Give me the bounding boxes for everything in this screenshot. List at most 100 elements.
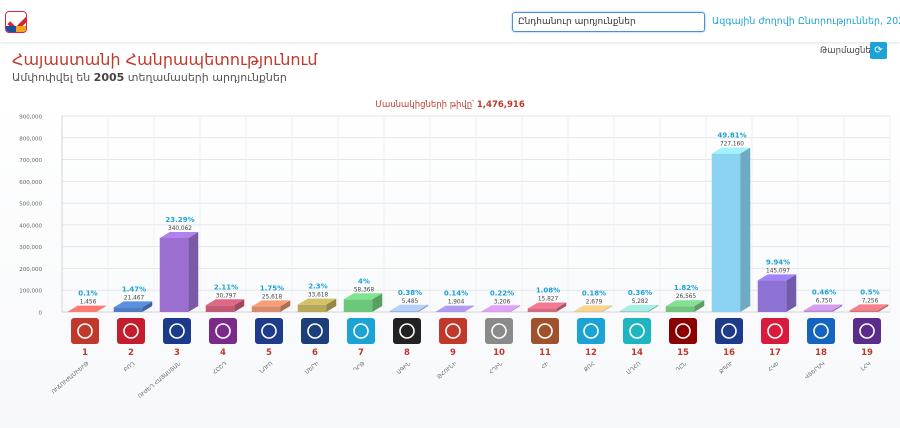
category-label: 8 <box>404 348 410 358</box>
refresh-icon: ⟳ <box>874 45 883 56</box>
percent-label: 1.75% <box>260 284 284 292</box>
bar <box>665 306 695 312</box>
percent-label: 0.18% <box>582 289 606 297</box>
bar-top <box>527 302 567 309</box>
value-label: 3,206 <box>494 299 511 305</box>
value-label: 33,618 <box>308 293 329 299</box>
percent-label: 2.11% <box>214 283 238 291</box>
logo-emblem <box>675 323 691 339</box>
bar-top <box>711 147 751 154</box>
category-label: 5 <box>266 348 272 358</box>
bar-side <box>648 304 659 312</box>
value-label: 1,456 <box>80 300 97 306</box>
party-abbr-label: ՈՒՃՈՒԺԱՄԻԵՒԹ <box>51 361 91 396</box>
bar <box>389 310 419 312</box>
ornament-logo-icon <box>531 318 559 344</box>
logo-emblem <box>261 323 277 339</box>
category-label: 14 <box>631 348 643 358</box>
y-tick-label: 800,000 <box>19 136 42 142</box>
monogram-logo-icon <box>301 318 329 344</box>
percent-label: 0.22% <box>490 289 514 297</box>
bird-logo-icon <box>347 318 375 344</box>
search-input[interactable]: Ընդհանուր արդյունքներ <box>512 12 705 32</box>
party-abbr-label: ԲՈՂ <box>123 360 137 373</box>
category-label: 10 <box>493 348 505 358</box>
bar <box>205 305 235 312</box>
party-abbr-label: ԹՀՈՒՆԻ <box>436 361 458 381</box>
chart-title: Մասնակիցների թիվը՝ 1,476,916 <box>375 99 525 110</box>
circle-stripes-logo-icon <box>485 318 513 344</box>
ribbon-logo-icon <box>715 318 743 344</box>
bar-side <box>234 299 245 312</box>
category-label: 7 <box>358 348 364 358</box>
lion-emblem-icon <box>209 318 237 344</box>
y-tick-label: 0 <box>39 311 43 317</box>
y-tick-label: 600,000 <box>19 180 42 186</box>
category-label: 3 <box>174 348 180 358</box>
bar-side <box>464 305 475 312</box>
category-label: 16 <box>723 348 735 358</box>
logo-emblem <box>629 323 645 339</box>
page-title: Հայաստանի Հանրապետությունում <box>12 50 318 69</box>
bar <box>113 307 143 312</box>
value-label: 6,750 <box>816 299 833 305</box>
logo-emblem <box>583 323 599 339</box>
logo-emblem <box>813 323 829 339</box>
bar <box>251 306 281 312</box>
value-label: 21,467 <box>124 295 145 301</box>
value-label: 58,368 <box>354 287 375 293</box>
crest-logo-icon <box>439 318 467 344</box>
percent-label: 0.5% <box>860 288 879 296</box>
bar-side <box>418 304 429 312</box>
bar <box>803 310 833 312</box>
category-label: 6 <box>312 348 318 358</box>
bar-top <box>619 304 659 311</box>
party-abbr-label: ՈՒԺԵՂ ՀԱՅԱՍՏԱՆ <box>137 361 182 400</box>
logo-emblem <box>767 323 783 339</box>
bar-top <box>757 274 797 281</box>
bar-side <box>740 147 751 312</box>
bar-top <box>435 305 475 312</box>
purple-tile-logo-icon <box>853 318 881 344</box>
archer-logo-icon <box>393 318 421 344</box>
logo-emblem <box>445 323 461 339</box>
value-label: 1,904 <box>448 300 465 306</box>
logo-emblem <box>77 323 93 339</box>
category-label: 4 <box>220 348 226 358</box>
value-label: 2,679 <box>586 299 603 305</box>
bar-top <box>67 305 107 312</box>
percent-label: 23.29% <box>165 216 194 224</box>
party-abbr-label: ԱԳԻՆ <box>396 361 412 376</box>
y-tick-label: 500,000 <box>19 202 42 208</box>
election-nav-link[interactable]: Ազգային ժողովի Ընտրություններ, 2026 <box>712 16 900 27</box>
bar-top <box>803 304 843 311</box>
percent-label: 0.38% <box>398 289 422 297</box>
y-tick-label: 900,000 <box>19 115 42 121</box>
hand-logo-icon <box>71 318 99 344</box>
logo-emblem <box>307 323 323 339</box>
party-abbr-label: ԼՀԿ <box>860 361 872 373</box>
party-abbr-label: ԴՐԹ <box>353 361 367 374</box>
bolor-logo-icon <box>117 318 145 344</box>
bar-top <box>205 299 245 306</box>
wave-logo-icon <box>577 318 605 344</box>
red-ornament-logo-icon <box>669 318 697 344</box>
page-subtitle: Ամփոփվել են 2005 տեղամասերի արդյունքներ <box>12 71 287 84</box>
party-abbr-label: ՔՈՀ <box>583 361 596 373</box>
bar <box>481 311 511 312</box>
category-label: 2 <box>128 348 134 358</box>
logo-emblem <box>491 323 507 339</box>
bar-side <box>372 293 383 312</box>
refresh-label: Թարմացնել <box>820 46 874 56</box>
value-label: 26,565 <box>676 294 697 300</box>
logo-emblem <box>399 323 415 339</box>
logo-emblem <box>859 323 875 339</box>
y-tick-label: 700,000 <box>19 158 42 164</box>
y-tick-label: 300,000 <box>19 245 42 251</box>
refresh-button[interactable]: ⟳ <box>870 42 887 59</box>
g-letter-logo-icon <box>255 318 283 344</box>
app-logo-icon[interactable] <box>5 11 27 33</box>
percent-label: 0.36% <box>628 289 652 297</box>
bar-top <box>389 304 429 311</box>
bar-top <box>159 231 199 238</box>
